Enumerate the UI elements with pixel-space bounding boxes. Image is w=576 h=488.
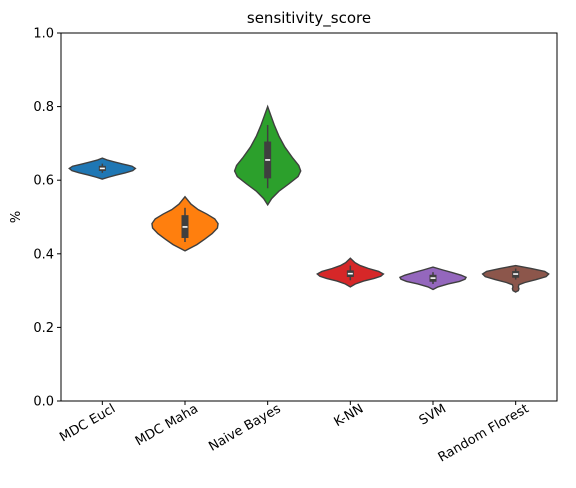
x-axis-ticks: MDC Eucl MDC Maha Naive Bayes K-NN SVMRandom…	[57, 401, 532, 465]
x-tick-label: K-NN	[332, 401, 367, 430]
x-tick-label: Naive Bayes	[206, 401, 283, 454]
y-tick-label: 0.4	[33, 247, 54, 262]
y-tick-label: 1.0	[33, 27, 54, 42]
x-tick-label: Random Florest	[436, 401, 532, 465]
x-tick-label: SVM	[417, 401, 449, 428]
y-tick-label: 0.2	[33, 321, 54, 336]
chart-title: sensitivity_score	[247, 9, 371, 28]
y-axis-label: %	[9, 211, 24, 223]
plot-frame	[60, 32, 558, 402]
y-axis-ticks: 0.0 0.2 0.4 0.6 0.8 1.0	[33, 27, 61, 410]
x-tick-label: MDC Eucl	[57, 401, 118, 445]
y-tick-label: 0.0	[33, 395, 54, 410]
y-tick-label: 0.6	[33, 174, 54, 189]
y-tick-label: 0.8	[33, 100, 54, 115]
x-tick-label: MDC Maha	[133, 401, 201, 449]
violins	[68, 104, 550, 293]
